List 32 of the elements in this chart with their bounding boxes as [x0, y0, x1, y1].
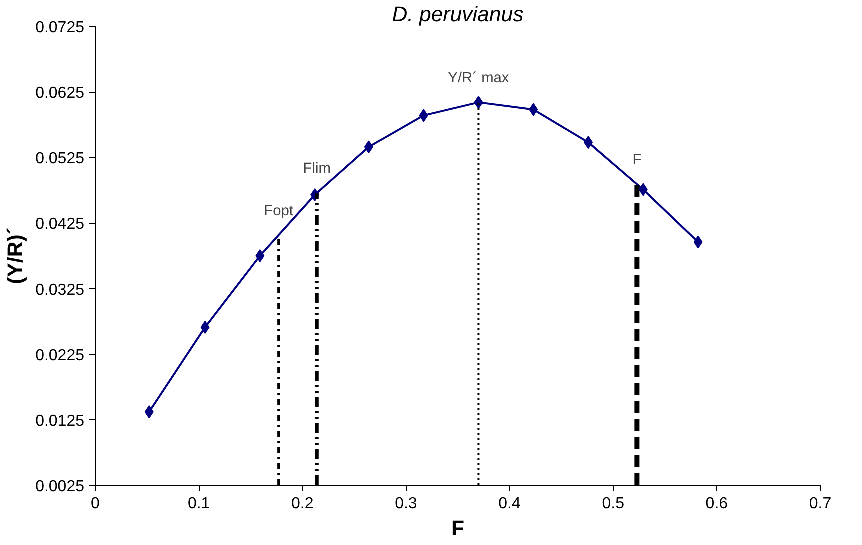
y-tick-label: 0.0225	[36, 347, 85, 364]
x-tick-label: 0	[91, 496, 100, 512]
x-tick-label: 0.5	[602, 496, 625, 512]
x-tick-label: 0.1	[188, 496, 210, 512]
y-tick-label: 0.0325	[36, 282, 85, 299]
point	[256, 250, 265, 262]
x-tick-label: 0.2	[292, 496, 314, 512]
point	[529, 103, 538, 116]
ref-line-label: Y/R´ max	[448, 70, 510, 87]
point	[638, 183, 648, 196]
point	[694, 236, 703, 249]
x-axis-title: F	[451, 516, 465, 540]
x-tick-label: 0.3	[395, 496, 418, 512]
ref-line-label: F	[632, 152, 642, 168]
y-tick-label: 0.0425	[36, 216, 85, 234]
y-tick-label: 0.0725	[36, 20, 85, 36]
y-tick-label: 0.0625	[36, 85, 85, 102]
y-tick-label: 0.0525	[36, 150, 85, 168]
point	[144, 406, 154, 419]
y-tick-label: 0.0125	[36, 412, 85, 430]
ref-line-label: Fopt	[264, 203, 294, 220]
y-axis-title: (Y/R)´	[4, 228, 28, 284]
x-tick-label: 0.6	[706, 496, 728, 512]
point	[419, 109, 428, 122]
chart-title: D. peruvianus	[392, 2, 524, 26]
x-tick-label: 0.4	[498, 496, 522, 512]
ref-line-label: Flim	[303, 161, 331, 178]
x-tick-label: 0.7	[809, 496, 832, 512]
point	[200, 320, 210, 334]
y-tick-label: 0.0025	[36, 478, 85, 496]
point	[364, 140, 374, 154]
point	[474, 96, 484, 110]
